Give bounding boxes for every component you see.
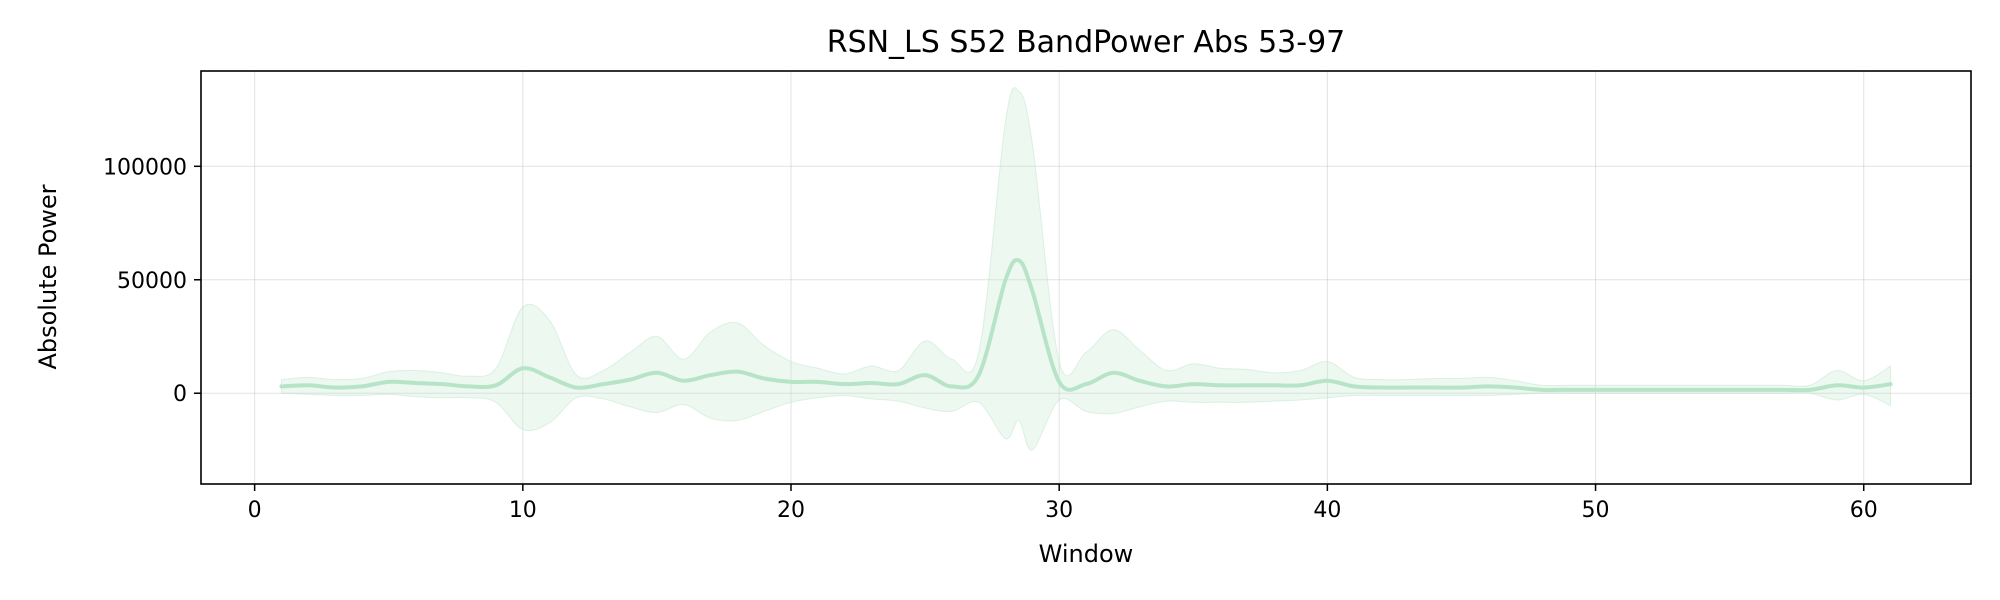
line-layer	[279, 257, 1893, 393]
std-band	[280, 87, 1892, 451]
x-tick-label: 0	[248, 498, 262, 523]
y-axis-label: Absolute Power	[34, 184, 62, 369]
y-tick-label: 0	[173, 382, 187, 407]
x-tick-label: 20	[777, 498, 805, 523]
y-tick-label: 100000	[103, 155, 187, 180]
grid-layer	[201, 71, 1971, 484]
x-axis-label: Window	[1039, 540, 1134, 568]
x-tick-label: 40	[1313, 498, 1341, 523]
x-tick-label: 60	[1850, 498, 1878, 523]
plot-frame	[200, 70, 1972, 485]
x-tick-label: 50	[1582, 498, 1610, 523]
chart-title: RSN_LS S52 BandPower Abs 53-97	[827, 25, 1346, 60]
x-tick-label: 10	[509, 498, 537, 523]
y-tick-label: 50000	[117, 269, 187, 294]
band-layer	[280, 87, 1892, 451]
mean-line	[279, 257, 1893, 393]
x-tick-label: 30	[1045, 498, 1073, 523]
tick-layer: 0 10 20 30 40 50 60 0 50000 100000	[103, 155, 1878, 523]
